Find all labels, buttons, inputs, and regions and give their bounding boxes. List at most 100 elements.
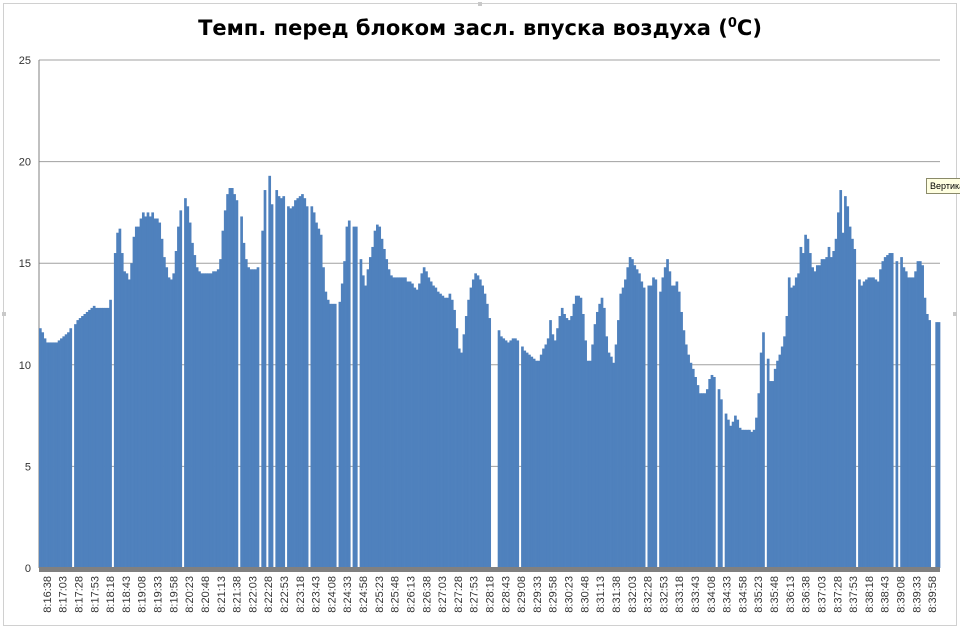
bar [766,358,770,568]
bar [247,267,250,568]
bar [879,269,882,568]
bar [673,285,676,568]
bar [497,330,501,568]
bar [385,259,389,568]
x-tick-label: 8:39:08 [896,576,908,613]
bar [422,267,426,568]
x-tick-label: 8:27:28 [453,576,465,613]
bar [280,198,283,568]
bar [682,330,686,568]
bar [153,218,157,568]
bar [841,232,845,568]
x-tick-label: 8:34:58 [737,576,749,613]
bar [565,318,569,568]
bar [195,267,199,568]
bar [507,342,510,568]
bar [869,277,873,568]
bar [727,419,730,568]
x-tick-label: 8:19:08 [137,576,149,613]
bar [244,259,248,568]
bar [635,269,639,568]
bar [397,277,400,568]
x-tick-label: 8:31:38 [611,576,623,613]
bar [340,283,344,568]
bar [165,267,169,568]
bar [647,285,651,568]
bar [287,206,290,569]
bar [235,200,239,568]
bar [881,261,885,568]
bar [694,376,697,568]
bar [687,354,690,568]
bar [221,230,225,568]
y-tick-label: 10 [19,360,31,372]
bar [572,303,576,568]
bar [680,311,683,568]
bar [708,379,711,568]
x-tick-label: 8:21:13 [216,576,228,613]
bar [188,222,192,568]
bar [607,352,611,568]
x-tick-label: 8:25:23 [374,576,386,613]
bar [757,393,761,568]
bar [654,279,658,568]
resize-handle-top[interactable] [478,2,482,6]
bar [55,342,59,568]
bar [109,299,112,568]
bar [291,206,295,569]
bar [612,362,616,568]
bar [563,314,566,568]
bar [787,277,791,568]
bar [778,354,782,568]
chart-title-unit: C) [736,16,762,40]
bar [160,238,164,568]
bar [691,368,695,568]
x-tick-label: 8:20:48 [200,576,212,613]
bar [151,212,155,568]
x-tick-label: 8:18:43 [121,576,133,613]
bar [724,413,728,568]
bar [277,196,281,568]
bar [415,289,419,568]
bar [558,316,562,568]
bar [734,415,737,568]
bar [570,316,573,568]
bar [53,342,56,568]
bar [462,334,466,568]
bar [811,267,814,568]
bar [539,354,543,568]
bar [600,297,604,568]
bar [780,346,784,568]
bar [720,399,723,568]
bar [659,291,662,568]
bar [338,301,342,568]
resize-handle-right[interactable] [953,312,957,316]
bar [200,273,204,568]
bar [483,293,487,568]
bar [481,285,484,568]
bar [113,253,117,569]
bar [132,236,136,568]
x-tick-label: 8:39:33 [911,576,923,613]
x-tick-label: 8:29:08 [516,576,528,613]
bar [827,246,831,568]
bar [104,307,108,568]
bar [584,340,587,568]
bar [282,196,286,568]
x-tick-label: 8:38:18 [864,576,876,613]
bar [640,281,644,568]
bar [577,295,580,568]
bar [907,277,910,568]
bar [134,226,138,568]
x-tick-label: 8:32:53 [658,576,670,613]
bar [256,267,260,568]
resize-handle-left[interactable] [2,312,6,316]
bar [249,269,253,568]
bar [172,273,176,568]
bar [303,198,307,568]
x-tick-label: 8:23:43 [311,576,323,613]
bar [832,251,836,568]
bar [701,393,704,568]
bar [621,287,625,568]
